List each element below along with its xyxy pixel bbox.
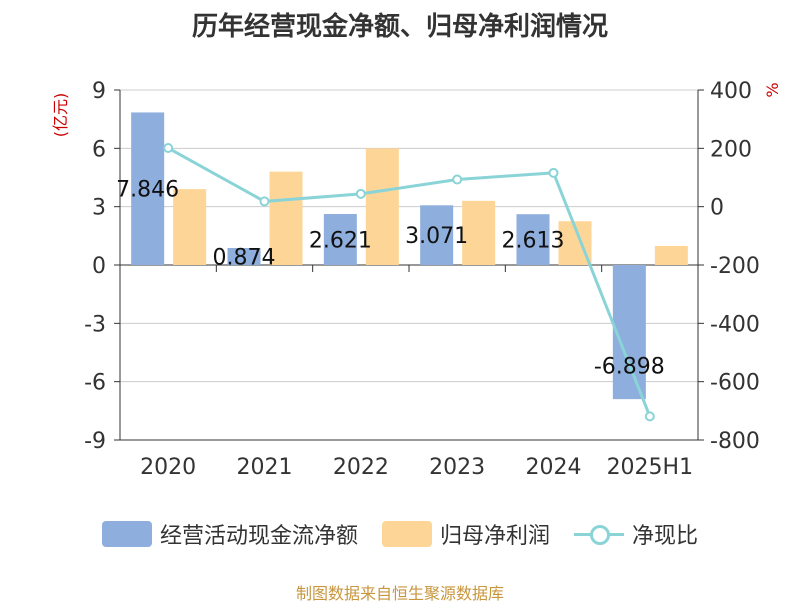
bars xyxy=(131,112,688,400)
y-right-tick-label: -400 xyxy=(710,312,760,337)
bar-cashflow xyxy=(516,214,550,265)
bar-net-profit xyxy=(269,171,303,265)
data-labels: 7.846 0.874 2.621 3.071 2.613 -6.898 xyxy=(116,178,665,380)
ratio-line xyxy=(163,143,655,422)
legend-swatch-net-profit xyxy=(381,521,432,547)
bar-net-profit xyxy=(654,245,688,265)
ratio-point xyxy=(644,411,655,422)
bar-cashflow xyxy=(612,265,646,400)
x-tick-label: 2022 xyxy=(333,455,389,480)
axes: 9 6 3 0 -3 -6 -9 400 200 0 -200 -400 -600 -800 (亿元)% 20… xyxy=(51,79,782,480)
y-left-tick-label: 0 xyxy=(92,254,106,279)
bar-net-profit xyxy=(365,148,399,265)
data-label: -6.898 xyxy=(594,355,665,380)
ratio-point xyxy=(259,196,270,207)
ratio-point xyxy=(355,188,366,199)
y-left-tick-label: -3 xyxy=(84,312,106,337)
bar-net-profit xyxy=(173,189,207,265)
y-right-axis-title: % xyxy=(763,82,782,97)
y-left-axis-title: (亿元) xyxy=(51,93,70,138)
ratio-point xyxy=(548,167,559,178)
legend-label-ratio: 净现比 xyxy=(632,524,699,549)
bar-net-profit xyxy=(462,200,496,265)
chart-title: 历年经营现金净额、归母净利润情况 xyxy=(191,12,608,42)
y-left-tick-label: -9 xyxy=(84,429,106,454)
legend-label-cashflow: 经营活动现金流净额 xyxy=(159,524,358,549)
data-label: 3.071 xyxy=(405,224,468,249)
x-tick-label: 2025H1 xyxy=(607,455,694,480)
y-right-tick-label: -800 xyxy=(710,429,760,454)
x-tick-label: 2023 xyxy=(429,455,485,480)
legend-swatch-cashflow xyxy=(101,521,152,547)
legend-item-ratio[interactable]: 净现比 xyxy=(574,518,698,550)
x-tick-label: 2020 xyxy=(140,455,196,480)
y-left-tick-label: 3 xyxy=(92,196,106,221)
legend: 经营活动现金流净额 归母净利润 净现比 xyxy=(0,518,800,550)
legend-item-net-profit[interactable]: 归母净利润 xyxy=(381,518,550,550)
y-right-tick-label: 200 xyxy=(710,137,752,162)
source-note: 制图数据来自恒生聚源数据库 xyxy=(295,584,504,603)
bar-cashflow xyxy=(227,248,261,265)
data-label: 2.613 xyxy=(502,229,565,254)
y-left-tick-label: -6 xyxy=(84,371,106,396)
bar-cashflow xyxy=(420,205,454,265)
ratio-line-path xyxy=(167,146,652,417)
x-tick-label: 2021 xyxy=(237,455,293,480)
bar-cashflow xyxy=(323,214,357,265)
y-left-tick-label: 6 xyxy=(92,137,106,162)
data-label: 2.621 xyxy=(309,229,372,254)
legend-swatch-ratio xyxy=(574,521,624,547)
bar-cashflow xyxy=(131,112,165,265)
x-tick-label: 2024 xyxy=(526,455,582,480)
y-right-tick-label: -200 xyxy=(710,254,760,279)
ratio-point xyxy=(163,143,174,154)
ratio-point xyxy=(452,174,463,185)
y-left-tick-label: 9 xyxy=(92,79,106,104)
y-right-tick-label: 0 xyxy=(710,196,724,221)
legend-item-cashflow[interactable]: 经营活动现金流净额 xyxy=(101,518,358,550)
y-right-tick-label: 400 xyxy=(710,79,752,104)
data-label: 7.846 xyxy=(116,178,179,203)
y-right-tick-label: -600 xyxy=(710,371,760,396)
legend-label-net-profit: 归母净利润 xyxy=(439,524,550,549)
data-label: 0.874 xyxy=(213,246,276,271)
